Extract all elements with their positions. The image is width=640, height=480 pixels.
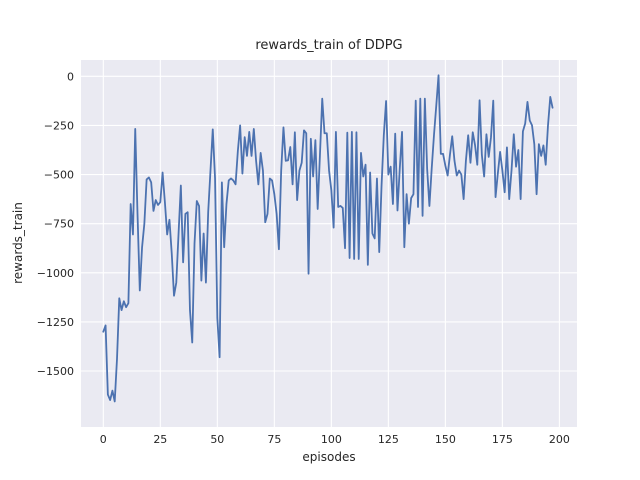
reward-line [102, 74, 554, 403]
y-tick-label: −1500 [37, 365, 74, 378]
x-tick-label: 50 [210, 433, 224, 446]
x-tick-label: 100 [321, 433, 342, 446]
x-tick-label: 25 [153, 433, 167, 446]
x-tick-label: 75 [267, 433, 281, 446]
x-tick-label: 150 [435, 433, 456, 446]
y-axis-label: rewards_train [11, 202, 25, 284]
x-tick-label: 125 [378, 433, 399, 446]
x-tick-label: 0 [100, 433, 107, 446]
x-axis-label: episodes [302, 450, 356, 464]
y-tick-label: −1000 [37, 267, 74, 280]
y-tick-label: 0 [67, 70, 74, 83]
y-tick-label: −750 [44, 218, 74, 231]
x-tick-label: 200 [549, 433, 570, 446]
y-tick-label: −1250 [37, 316, 74, 329]
chart-title: rewards_train of DDPG [255, 38, 403, 53]
y-tick-label: −250 [44, 119, 74, 132]
y-tick-label: −500 [44, 169, 74, 182]
x-tick-label: 175 [492, 433, 513, 446]
